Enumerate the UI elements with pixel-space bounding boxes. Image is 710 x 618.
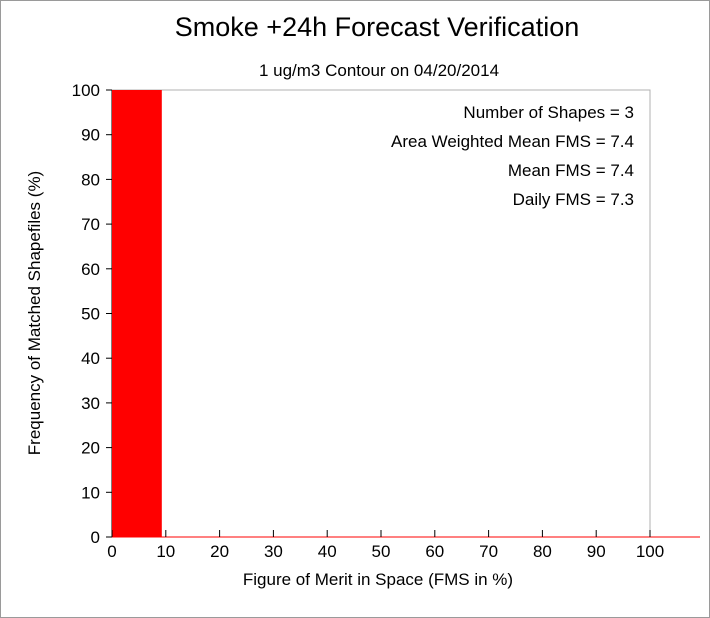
plot-border: [111, 89, 651, 538]
x-tick-label: 70: [479, 542, 498, 561]
plot-area: [111, 89, 651, 538]
x-tick-label: 100: [636, 542, 664, 561]
y-tick-label: 60: [81, 260, 100, 279]
statistics-annotations: Number of Shapes = 3 Area Weighted Mean F…: [391, 103, 634, 209]
x-tick-label: 60: [425, 542, 444, 561]
y-axis-label: Frequency of Matched Shapefiles (%): [25, 171, 44, 455]
x-tick-label: 50: [372, 542, 391, 561]
y-axis: 0 10 20 30 40 50 60 70 80 90 100: [72, 81, 112, 547]
x-axis-label: Figure of Merit in Space (FMS in %): [243, 570, 513, 589]
histogram-bar-0: [112, 90, 162, 537]
bars-group: [112, 90, 162, 537]
y-tick-label: 0: [91, 528, 100, 547]
x-tick-label: 80: [533, 542, 552, 561]
x-axis: 0 10 20 30 40 50 60 70 80 90 100: [107, 530, 664, 561]
x-tick-label: 0: [107, 542, 116, 561]
y-tick-label: 20: [81, 439, 100, 458]
chart-subtitle: 1 ug/m3 Contour on 04/20/2014: [259, 61, 499, 80]
y-tick-label: 80: [81, 170, 100, 189]
x-tick-label: 90: [587, 542, 606, 561]
y-tick-label: 100: [72, 81, 100, 100]
y-tick-label: 70: [81, 215, 100, 234]
stat-line-1: Area Weighted Mean FMS = 7.4: [391, 132, 634, 151]
y-tick-label: 90: [81, 126, 100, 145]
y-tick-label: 10: [81, 483, 100, 502]
y-tick-label: 30: [81, 394, 100, 413]
x-tick-label: 10: [156, 542, 175, 561]
chart-title: Smoke +24h Forecast Verification: [175, 12, 579, 42]
stat-line-2: Mean FMS = 7.4: [508, 161, 634, 180]
stat-line-3: Daily FMS = 7.3: [513, 190, 634, 209]
x-tick-label: 40: [318, 542, 337, 561]
y-tick-label: 40: [81, 349, 100, 368]
x-tick-label: 20: [210, 542, 229, 561]
stat-line-0: Number of Shapes = 3: [463, 103, 634, 122]
y-tick-label: 50: [81, 305, 100, 324]
x-tick-label: 30: [264, 542, 283, 561]
